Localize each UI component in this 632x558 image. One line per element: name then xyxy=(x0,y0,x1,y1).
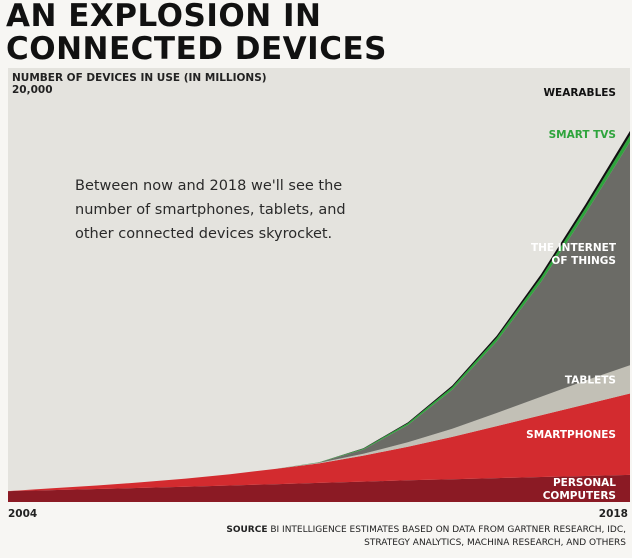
x-tick-start: 2004 xyxy=(8,508,38,520)
area-smartphones xyxy=(8,393,630,492)
area-personal-computers xyxy=(8,474,630,502)
series-label-1: SMARTPHONES xyxy=(526,429,616,441)
y-axis-label: NUMBER OF DEVICES IN USE (IN MILLIONS) 2… xyxy=(12,72,267,96)
series-label-0: PERSONAL COMPUTERS xyxy=(543,477,617,502)
x-tick-end: 2018 xyxy=(598,508,628,520)
title-line-2: CONNECTED DEVICES xyxy=(6,31,387,67)
chart-title: AN EXPLOSION IN CONNECTED DEVICES xyxy=(6,0,387,66)
source-label: SOURCE xyxy=(226,525,268,535)
source-text: BI INTELLIGENCE ESTIMATES BASED ON DATA … xyxy=(270,525,626,548)
series-label-2: TABLETS xyxy=(565,374,616,386)
series-label-4: SMART TVS xyxy=(549,129,616,141)
chart-annotation: Between now and 2018 we'll see the numbe… xyxy=(75,178,346,242)
area-the-internet-of-things xyxy=(8,141,630,492)
source-note: SOURCE BI INTELLIGENCE ESTIMATES BASED O… xyxy=(206,524,626,550)
series-label-5: WEARABLES xyxy=(543,87,616,99)
series-label-3: THE INTERNET OF THINGS xyxy=(531,242,617,267)
y-tick-top: 20,000 xyxy=(12,84,53,96)
y-axis-title: NUMBER OF DEVICES IN USE (IN MILLIONS) xyxy=(12,72,267,84)
title-line-1: AN EXPLOSION IN xyxy=(6,0,322,34)
